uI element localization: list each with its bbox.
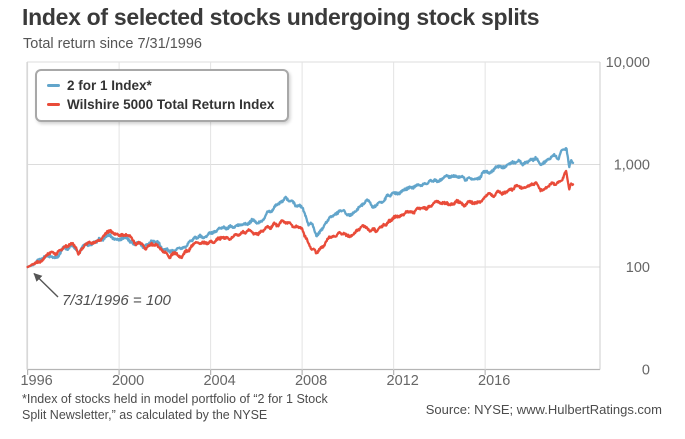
legend-item-wilshire: Wilshire 5000 Total Return Index [47,95,274,114]
x-axis-label: 2016 [478,373,510,389]
series-line-0 [26,147,575,269]
red-line-swatch-icon [47,103,60,106]
x-axis-label: 2012 [387,373,419,389]
blue-line-swatch-icon [47,84,60,87]
footnote: *Index of stocks held in model portfolio… [22,392,328,423]
legend-label-2for1: 2 for 1 Index* [67,78,152,93]
legend: 2 for 1 Index* Wilshire 5000 Total Retur… [35,69,290,122]
legend-label-wilshire: Wilshire 5000 Total Return Index [67,97,275,112]
x-axis-label: 2008 [295,373,327,389]
annotation-arrow-icon [33,272,59,298]
series-line-1 [26,169,575,269]
legend-item-2for1: 2 for 1 Index* [47,76,274,95]
x-axis-label: 2004 [203,373,235,389]
x-axis-label: 2000 [112,373,144,389]
y-axis-label: 10,000 [606,55,650,71]
chart-title: Index of selected stocks undergoing stoc… [22,4,540,30]
y-axis-label: 0 [642,363,650,379]
annotation-label: 7/31/1996 = 100 [62,292,171,309]
footnote-line-1: *Index of stocks held in model portfolio… [22,392,328,406]
x-axis-label: 1996 [20,373,52,389]
source-credit: Source: NYSE; www.HulbertRatings.com [425,402,662,417]
y-axis-label: 100 [626,260,650,276]
chart-subtitle: Total return since 7/31/1996 [23,36,202,52]
y-axis-label: 1,000 [614,158,650,174]
footnote-line-2: Split Newsletter,” as calculated by the … [22,407,268,422]
